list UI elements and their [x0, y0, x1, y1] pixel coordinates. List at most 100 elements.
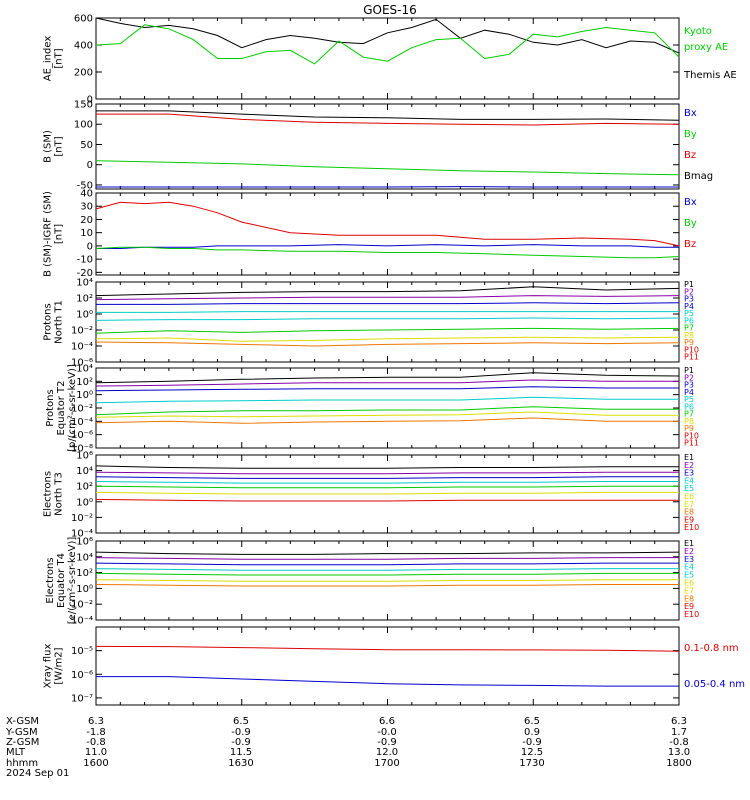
series-p8	[95, 411, 679, 418]
series-e7	[95, 584, 679, 587]
series-e5	[95, 485, 679, 489]
legend-item: P11	[684, 439, 699, 448]
legend-item: P3	[684, 381, 694, 390]
series-e1	[95, 551, 680, 555]
panel-8: 10⁻⁵ 10⁻⁶ 10⁻⁷ Xray flux [W/m2] 0.1-0.8 nm 0.0…	[43, 626, 745, 706]
ephemeris-value: 12.0	[376, 747, 398, 758]
series-e2	[95, 471, 679, 475]
ephemeris-value: 1630	[228, 758, 253, 769]
y-axis-label: Equator T2	[56, 381, 67, 436]
legend-item: 0.05-0.4 nm	[684, 679, 745, 690]
legend-item: Themis AE	[683, 70, 737, 81]
legend-item: E7	[684, 500, 694, 509]
y-tick-label: 150	[74, 100, 93, 111]
ephemeris-row-label: Y-GSM	[5, 727, 38, 738]
panel-frame	[95, 367, 680, 449]
series-bmag	[96, 110, 680, 121]
y-axis-label: Electrons	[45, 557, 56, 603]
series-themis-ae	[95, 17, 680, 54]
ephemeris-value: -1.8	[86, 727, 106, 738]
legend-item: Kyoto	[684, 26, 712, 37]
legend-item: E3	[684, 469, 694, 478]
series-bz	[96, 113, 680, 126]
legend-item: E9	[684, 515, 694, 524]
series-e8	[95, 499, 679, 502]
y-axis-label: [W/m2]	[54, 647, 65, 684]
legend-item: By	[684, 218, 697, 229]
ephemeris-value: 6.3	[88, 716, 104, 727]
series-p3	[95, 386, 679, 392]
ephemeris-row-label: X-GSM	[6, 716, 39, 727]
legend-item: E6	[684, 579, 694, 588]
ephemeris-value: -0.0	[377, 727, 397, 738]
legend-item: E4	[684, 476, 694, 485]
y-tick-label: 10⁰	[76, 584, 93, 595]
series-by	[95, 246, 680, 259]
series-p6	[95, 317, 680, 321]
plot-title: GOES-16	[363, 3, 417, 17]
ephemeris-value: -0.9	[231, 737, 251, 748]
ephemeris-row-label: MLT	[6, 747, 26, 758]
legend-item: 0.1-0.8 nm	[684, 643, 739, 654]
y-axis-label: [nT]	[54, 224, 65, 244]
series-p2	[95, 295, 680, 301]
y-tick-label: 40	[80, 189, 93, 200]
legend-item: P4	[684, 388, 694, 397]
y-tick-label: 0	[87, 241, 93, 252]
legend-item: P8	[684, 417, 694, 426]
legend-item: P5	[684, 395, 694, 404]
series-p2	[95, 379, 679, 387]
y-tick-label: -10	[77, 255, 93, 266]
series-p8	[95, 336, 680, 342]
ephemeris-value: 12.5	[521, 747, 543, 758]
series-p9	[95, 417, 679, 424]
legend-item: Bz	[684, 150, 696, 161]
legend-item: By	[684, 129, 697, 140]
legend-item: E1	[684, 539, 694, 548]
y-tick-label: 400	[74, 41, 93, 52]
ephemeris-value: -0.9	[377, 737, 397, 748]
legend-item: Bz	[684, 239, 696, 250]
legend-item: E2	[684, 461, 694, 470]
legend-item: E6	[684, 492, 694, 501]
series-p3	[96, 302, 680, 305]
ephemeris-row-label: Z-GSM	[6, 737, 39, 748]
legend-item: E4	[684, 563, 694, 572]
y-tick-label: 10⁻⁴	[71, 616, 93, 627]
y-axis-label: [nT]	[54, 48, 65, 68]
y-axis-label: [e/(cm²-s-sr-keV)]	[67, 537, 78, 625]
legend-item: Bx	[684, 108, 697, 119]
series-0-05-0-4-nm	[96, 676, 679, 687]
legend-item: P7	[684, 324, 694, 333]
ephemeris-value: -0.8	[669, 737, 689, 748]
panel-5: 10⁴ 10² 10⁰ 10⁻² 10⁻⁴ 10⁻⁶ 10⁻⁸ Protons Equator …	[45, 364, 699, 455]
y-tick-label: 10⁻²	[71, 600, 93, 611]
series-p9	[95, 341, 680, 347]
panel-4: 10⁴ 10² 10⁰ 10⁻² 10⁻⁴ 10⁻⁶ Protons North T1 P1P2…	[43, 278, 700, 369]
y-tick-label: 10⁰	[76, 497, 93, 508]
y-tick-label: 10⁴	[76, 278, 93, 289]
y-tick-label: 10⁻⁴	[71, 417, 93, 428]
y-tick-label: 10⁻²	[71, 404, 93, 415]
panel-1: 0 200 400 600 AE_index [nT] Kyoto proxy AE Themi…	[43, 14, 737, 106]
legend-item: P4	[684, 302, 694, 311]
legend-item: E9	[684, 602, 694, 611]
legend-item: P1	[684, 366, 694, 375]
legend-item: P10	[684, 431, 699, 440]
ephemeris-date: 2024 Sep 01	[6, 768, 69, 779]
y-tick-label: 10⁻⁶	[71, 670, 93, 681]
series-p5	[95, 396, 679, 404]
ephemeris-value: 1600	[83, 758, 108, 769]
ephemeris-value: 1700	[374, 758, 399, 769]
ephemeris-value: 1800	[666, 758, 691, 769]
legend-item: P9	[684, 424, 694, 433]
legend-item: P2	[684, 373, 694, 382]
legend-item: E10	[684, 523, 699, 532]
series-0-1-0-8-nm	[95, 645, 680, 652]
legend-item: proxy AE	[684, 42, 728, 53]
legend-item: E5	[684, 484, 694, 493]
y-tick-label: 50	[80, 140, 93, 151]
ephemeris-value: -0.9	[231, 727, 251, 738]
